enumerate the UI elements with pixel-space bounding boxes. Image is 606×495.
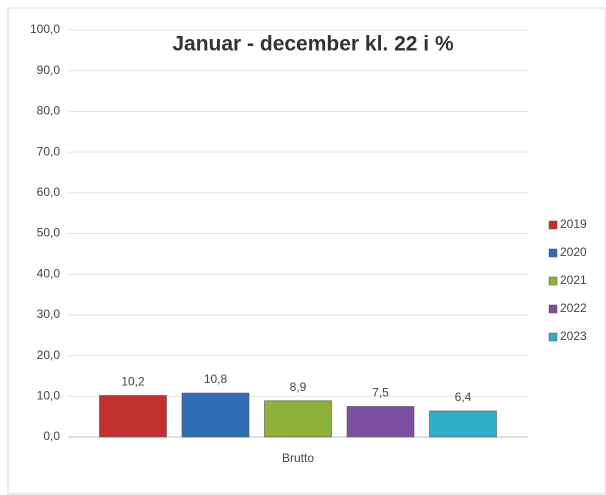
legend-label: 2020 (560, 245, 587, 259)
legend-swatch (548, 276, 558, 286)
legend-swatch (548, 304, 558, 314)
data-label: 10,8 (204, 372, 228, 386)
y-tick-label: 50,0 (37, 226, 61, 240)
data-label: 7,5 (372, 386, 389, 400)
bar (429, 410, 497, 438)
data-label: 6,4 (455, 390, 472, 404)
y-tick-label: 30,0 (37, 307, 61, 321)
data-label: 8,9 (290, 380, 307, 394)
bar (181, 392, 250, 438)
data-label: 10,2 (121, 375, 145, 389)
legend-label: 2019 (560, 217, 587, 231)
y-tick-label: 100,0 (30, 22, 60, 36)
chart-title: Januar - december kl. 22 i % (172, 33, 454, 56)
legend-label: 2021 (560, 273, 587, 287)
legend-label: 2023 (560, 329, 587, 343)
legend-swatch (548, 248, 558, 258)
bar (346, 406, 415, 438)
y-tick-label: 70,0 (37, 144, 61, 158)
legend-label: 2022 (560, 301, 587, 315)
x-tick-label: Brutto (282, 451, 314, 465)
y-tick-label: 80,0 (37, 104, 61, 118)
y-tick-label: 10,0 (37, 388, 61, 402)
y-tick-label: 40,0 (37, 266, 61, 280)
y-tick-label: 90,0 (37, 63, 61, 77)
legend-swatch (548, 220, 558, 230)
y-tick-label: 60,0 (37, 185, 61, 199)
bar (264, 400, 332, 438)
y-tick-label: 0,0 (43, 429, 60, 443)
y-tick-label: 20,0 (37, 348, 61, 362)
bar (99, 395, 167, 438)
legend-swatch (548, 332, 558, 342)
